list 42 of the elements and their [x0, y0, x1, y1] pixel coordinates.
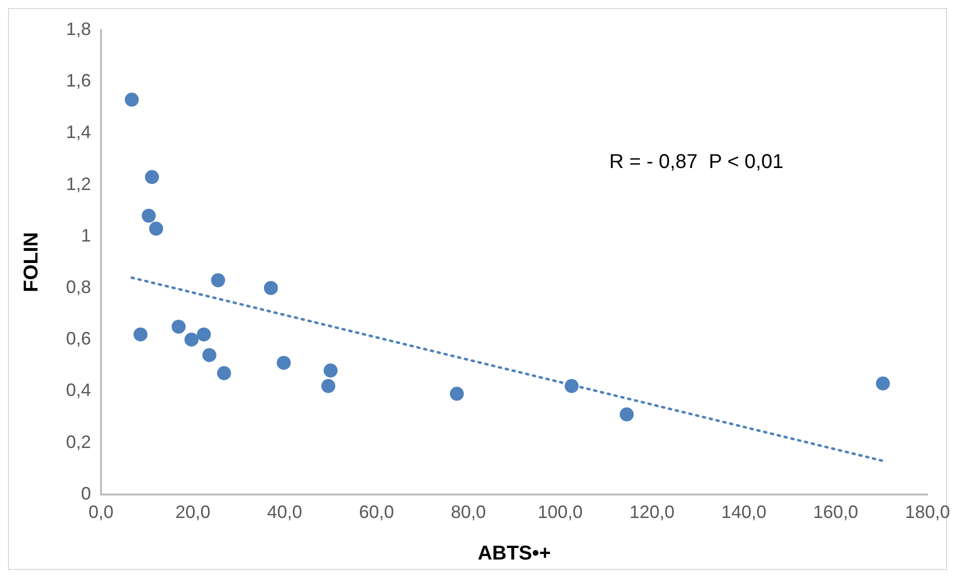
point — [450, 386, 464, 401]
point — [876, 376, 890, 390]
x-axis-title: ABTS•+ — [478, 542, 551, 565]
point — [149, 222, 164, 236]
point — [202, 348, 216, 362]
y-tick-label: 1,6 — [66, 70, 92, 91]
point — [142, 208, 156, 223]
x-tick-label: 100,0 — [538, 502, 583, 522]
point — [172, 320, 186, 334]
y-tick-label: 0,8 — [66, 276, 92, 297]
x-tick-label: 80,0 — [450, 502, 486, 522]
x-tick-label: 180,0 — [904, 502, 950, 522]
x-tick-label: 20,0 — [175, 502, 210, 522]
point — [134, 327, 148, 342]
x-tick-label: 0,0 — [88, 502, 114, 522]
point — [324, 364, 338, 378]
point — [321, 379, 336, 394]
y-tick-label: 0,4 — [66, 380, 92, 400]
point — [144, 170, 159, 184]
x-tick-label: 40,0 — [267, 502, 302, 522]
y-tick-label: 0 — [81, 483, 92, 504]
y-axis-title: FOLIN — [20, 232, 43, 292]
x-tick-label: 160,0 — [813, 502, 858, 522]
point — [264, 281, 278, 295]
y-tick-label: 1,4 — [66, 122, 92, 142]
x-tick-label: 60,0 — [358, 502, 394, 522]
y-tick-label: 0,2 — [66, 432, 92, 452]
point — [564, 379, 579, 394]
point — [211, 273, 226, 288]
y-tick-label: 1,8 — [66, 18, 92, 39]
point — [620, 407, 634, 422]
annotation: R = - 0,87 P < 0,01 — [609, 150, 784, 173]
point — [184, 332, 198, 347]
y-tick-label: 0,6 — [66, 328, 92, 349]
point — [276, 356, 291, 370]
x-tick-label: 120,0 — [629, 502, 675, 522]
point — [124, 92, 139, 107]
point — [196, 327, 211, 342]
point — [217, 366, 232, 380]
x-tick-label: 140,0 — [721, 502, 766, 522]
y-tick-label: 1 — [81, 225, 92, 246]
y-tick-label: 1,2 — [66, 174, 92, 194]
